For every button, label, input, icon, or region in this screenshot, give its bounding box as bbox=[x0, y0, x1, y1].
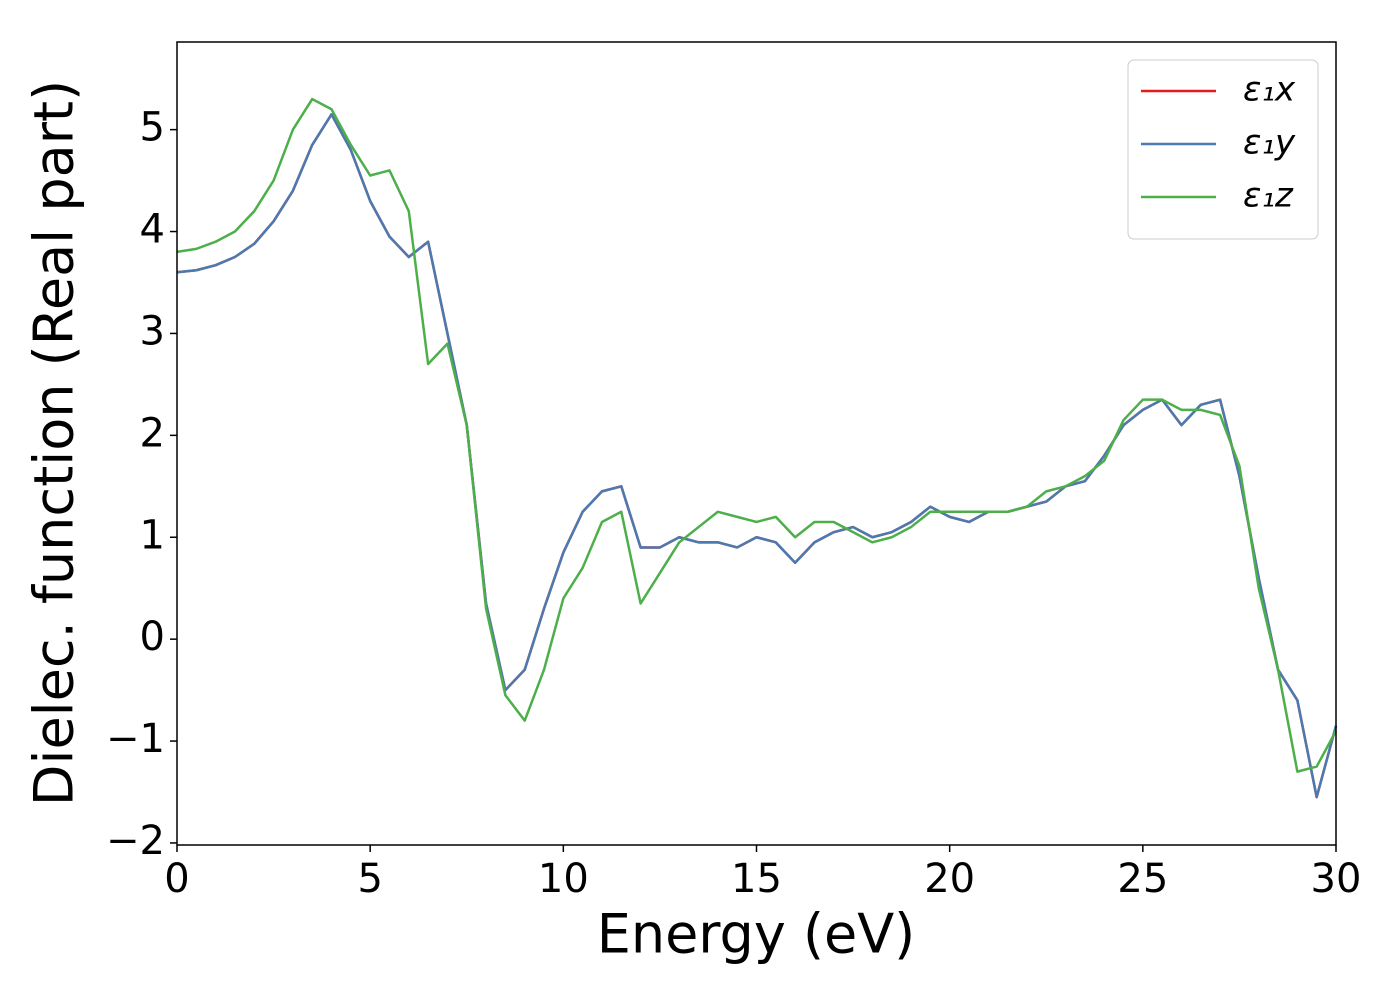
legend-label: ε₁z bbox=[1243, 176, 1294, 216]
y-tick-label: 0 bbox=[140, 614, 165, 660]
series-line bbox=[176, 97, 1338, 773]
x-tick-label: 25 bbox=[1117, 856, 1168, 902]
y-tick-label: −1 bbox=[106, 716, 165, 762]
y-tick-label: 2 bbox=[140, 410, 165, 456]
x-tick-label: 20 bbox=[924, 856, 975, 902]
x-tick-label: 5 bbox=[357, 856, 382, 902]
series-line bbox=[176, 113, 1338, 799]
x-axis-label: Energy (eV) bbox=[597, 903, 916, 966]
y-tick-label: 1 bbox=[140, 512, 165, 558]
legend-box bbox=[1127, 59, 1319, 240]
y-tick-label: −2 bbox=[106, 818, 165, 864]
x-tick-label: 10 bbox=[538, 856, 589, 902]
plot-frame bbox=[176, 41, 1337, 846]
x-tick-label: 0 bbox=[164, 856, 189, 902]
y-tick-label: 3 bbox=[140, 308, 165, 354]
x-tick-label: 15 bbox=[731, 856, 782, 902]
y-tick-label: 5 bbox=[140, 105, 165, 151]
y-axis-label: Dielec. function (Real part) bbox=[23, 80, 86, 806]
y-tick-label: 4 bbox=[140, 207, 165, 253]
legend-label: ε₁x bbox=[1243, 70, 1296, 110]
x-tick-label: 30 bbox=[1311, 856, 1362, 902]
legend-label: ε₁y bbox=[1243, 123, 1296, 163]
